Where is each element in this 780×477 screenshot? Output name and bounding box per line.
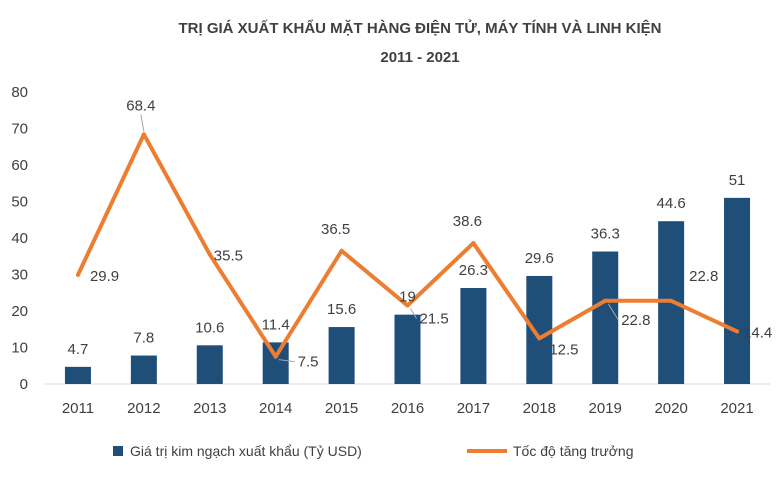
legend-label-bar: Giá trị kim ngạch xuất khẩu (Tỷ USD) — [130, 443, 362, 459]
line-point — [273, 354, 278, 359]
line-point — [207, 252, 212, 257]
line-data-label: 21.5 — [420, 311, 449, 328]
bar-data-label: 7.8 — [133, 330, 154, 347]
y-tick-label: 70 — [11, 121, 28, 138]
legend: Giá trị kim ngạch xuất khẩu (Tỷ USD) Tốc … — [113, 443, 634, 459]
bar — [592, 251, 619, 384]
line-point — [471, 241, 476, 246]
y-tick-label: 0 — [20, 376, 28, 393]
leader-line — [607, 303, 619, 321]
bar — [328, 327, 355, 384]
line-point — [141, 132, 146, 137]
x-tick-label: 2019 — [589, 400, 622, 417]
line-data-label: 68.4 — [126, 97, 155, 114]
line-point — [339, 248, 344, 253]
line-data-label: 29.9 — [90, 268, 119, 285]
x-tick-label: 2021 — [720, 400, 753, 417]
bar — [64, 366, 91, 384]
bar-data-label: 51 — [729, 172, 746, 189]
bar — [130, 355, 157, 384]
line-point — [75, 272, 80, 277]
bar-data-label: 29.6 — [525, 250, 554, 267]
y-tick-label: 50 — [11, 194, 28, 211]
bar — [394, 314, 421, 384]
bar-data-label: 26.3 — [459, 262, 488, 279]
line-data-label: 35.5 — [214, 247, 243, 264]
bar — [724, 197, 751, 384]
y-axis: 0 10 20 30 40 50 60 70 80 — [11, 84, 28, 393]
bar — [460, 288, 487, 384]
line-series — [75, 132, 740, 359]
y-tick-label: 40 — [11, 230, 28, 247]
line-data-label: 12.5 — [549, 341, 578, 358]
line-point — [405, 303, 410, 308]
line-data-label: 14.4 — [743, 324, 772, 341]
line-data-label: 36.5 — [321, 221, 350, 238]
bar-data-label: 36.3 — [591, 226, 620, 243]
leader-line — [278, 359, 295, 363]
bar — [526, 275, 553, 384]
leader-line — [140, 114, 145, 132]
x-tick-label: 2011 — [62, 400, 94, 417]
legend-label-line: Tốc độ tăng trưởng — [513, 443, 634, 459]
line-data-label: 22.8 — [621, 312, 650, 329]
bar — [196, 345, 223, 384]
bar-data-label: 10.6 — [195, 319, 224, 336]
line-point — [537, 336, 542, 341]
data-labels: 4.7 7.8 10.6 11.4 15.6 19 26.3 29.6 36.3 44.6 51 29… — [68, 97, 773, 370]
y-tick-label: 10 — [11, 340, 28, 357]
x-tick-label: 2018 — [523, 400, 556, 417]
bar — [262, 342, 289, 384]
x-tick-label: 2017 — [457, 400, 490, 417]
x-tick-label: 2020 — [654, 400, 687, 417]
x-tick-label: 2012 — [127, 400, 160, 417]
bar-data-label: 19 — [399, 289, 416, 306]
x-tick-label: 2014 — [259, 400, 292, 417]
x-tick-label: 2016 — [391, 400, 424, 417]
line-point — [669, 298, 674, 303]
y-tick-label: 30 — [11, 267, 28, 284]
line-data-label: 7.5 — [298, 354, 319, 371]
chart-title: TRỊ GIÁ XUẤT KHẨU MẶT HÀNG ĐIỆN TỬ, MÁY … — [179, 19, 662, 37]
bar-data-label: 11.4 — [262, 316, 290, 333]
line-point — [603, 298, 608, 303]
line-point — [735, 329, 740, 334]
bar-data-label: 44.6 — [657, 195, 686, 212]
chart-subtitle: 2011 - 2021 — [380, 49, 459, 66]
bar-data-label: 15.6 — [327, 301, 356, 318]
x-tick-label: 2013 — [193, 400, 226, 417]
x-axis: 2011 2012 2013 2014 2015 2016 2017 2018 2019 2020… — [45, 383, 770, 417]
bar-data-label: 4.7 — [68, 341, 89, 358]
line-data-label: 22.8 — [689, 268, 718, 285]
legend-swatch-bar — [113, 446, 123, 456]
line-data-label: 38.6 — [453, 213, 482, 230]
bar-series — [64, 197, 751, 384]
leader-line — [410, 308, 417, 319]
y-tick-label: 20 — [11, 303, 28, 320]
y-tick-label: 60 — [11, 157, 28, 174]
y-tick-label: 80 — [11, 84, 28, 101]
x-tick-label: 2015 — [325, 400, 358, 417]
